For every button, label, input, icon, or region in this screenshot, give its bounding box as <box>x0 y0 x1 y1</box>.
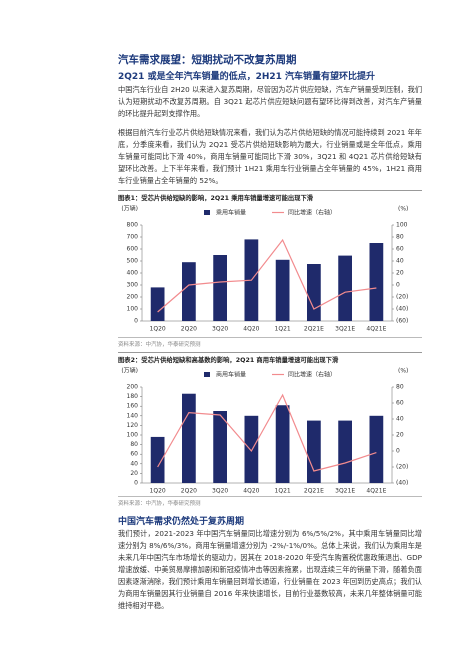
y2-axis-unit: (%) <box>398 206 408 213</box>
x-tick-label: 3Q21E <box>335 488 355 495</box>
x-tick-label: 1Q21 <box>275 326 291 333</box>
bar <box>307 420 321 483</box>
y-tick-label: 160 <box>127 403 139 410</box>
y-tick-label: 100 <box>127 432 139 439</box>
y-tick-label: 700 <box>127 234 139 241</box>
y-tick-label: 120 <box>127 422 139 429</box>
section-subtitle: 2Q21 或是全年汽车销量的低点，2H21 汽车销量有望环比提升 <box>118 72 376 82</box>
y-tick-label: 400 <box>127 270 139 277</box>
x-tick-label: 4Q21E <box>366 488 386 495</box>
bar <box>213 255 227 321</box>
figure-caption: 图表2：受芯片供给短缺和高基数的影响，2Q21 商用车销量增速可能出现下滑 <box>118 352 422 364</box>
y2-tick-label: 100 <box>396 222 408 229</box>
paragraph: 中国汽车行业自 2H20 以来进入复苏周期，尽管因为芯片供应短缺，汽车产销量受到… <box>118 85 423 118</box>
legend-swatch <box>204 372 210 377</box>
page-title: 汽车需求展望：短期扰动不改复苏周期 <box>118 54 297 66</box>
bar <box>150 287 165 321</box>
figure-caption: 图表1：受芯片供给短缺的影响，2Q21 乘用车销量增速可能出现下滑 <box>118 190 422 202</box>
bar <box>275 405 290 483</box>
y-tick-label: 80 <box>130 441 138 448</box>
figure-source: 资料来源：中汽协，华泰研究预测 <box>118 337 422 348</box>
bar <box>182 393 196 483</box>
bar <box>275 259 290 321</box>
x-tick-label: 2Q21E <box>304 488 324 495</box>
y2-tick-label: (20) <box>396 294 408 301</box>
bar <box>338 255 352 321</box>
y-tick-label: 60 <box>130 451 138 458</box>
y-tick-label: 500 <box>127 258 139 265</box>
x-tick-label: 1Q20 <box>150 326 166 333</box>
y-tick-label: 140 <box>127 412 139 419</box>
x-tick-label: 2Q20 <box>181 326 197 333</box>
bar <box>338 420 352 483</box>
y2-tick-label: (40) <box>396 480 408 487</box>
chart: (万辆) (%)0100200300400500600700800(60)(40)… <box>121 205 408 333</box>
y2-tick-label: 40 <box>396 416 404 423</box>
y2-tick-label: 80 <box>396 384 404 391</box>
y-tick-label: 200 <box>127 294 139 301</box>
y-tick-label: 100 <box>127 306 139 313</box>
x-tick-label: 4Q20 <box>243 488 259 495</box>
bar <box>369 243 384 321</box>
y2-tick-label: 60 <box>396 246 404 253</box>
paragraph: 我们预计，2021-2023 年中国汽车销量同比增速分别为 6%/5%/2%，其… <box>118 529 422 610</box>
line-series <box>157 393 377 472</box>
y-tick-label: 800 <box>127 222 139 229</box>
y2-tick-label: 40 <box>396 258 404 265</box>
y2-axis-unit: (%) <box>398 368 408 375</box>
y-tick-label: 20 <box>130 470 138 477</box>
figure-source: 资料来源：中汽协，华泰研究预测 <box>118 496 422 507</box>
legend-label: 同比增速（右轴） <box>288 209 336 217</box>
y2-tick-label: (60) <box>396 318 408 325</box>
paragraph: 根据目前汽车行业芯片供给短缺情况来看，我们认为芯片供给短缺的情况可能持续到 20… <box>118 128 422 185</box>
y2-tick-label: 80 <box>396 234 404 241</box>
y-axis-unit: (万辆) <box>121 367 138 375</box>
y-tick-label: 600 <box>127 246 139 253</box>
legend-label: 商用车销量 <box>216 371 246 379</box>
x-tick-label: 3Q20 <box>212 326 228 333</box>
y-tick-label: 40 <box>130 460 138 467</box>
bar <box>150 436 165 483</box>
y-axis-unit: (万辆) <box>121 205 138 213</box>
y2-tick-label: 20 <box>396 432 404 439</box>
y-tick-label: 200 <box>127 384 139 391</box>
y-tick-label: 180 <box>127 393 139 400</box>
bar <box>182 262 196 321</box>
y2-tick-label: (40) <box>396 306 408 313</box>
y2-tick-label: 0 <box>396 448 400 455</box>
y2-tick-label: 60 <box>396 400 404 407</box>
x-tick-label: 3Q21E <box>335 326 355 333</box>
y-tick-label: 0 <box>134 480 138 487</box>
bar <box>369 415 384 483</box>
y2-tick-label: 0 <box>396 282 400 289</box>
legend-label: 同比增速（右轴） <box>288 371 336 379</box>
bar <box>213 411 227 483</box>
x-tick-label: 3Q20 <box>212 488 228 495</box>
x-tick-label: 4Q20 <box>243 326 259 333</box>
x-tick-label: 2Q20 <box>181 488 197 495</box>
chart: (万辆) (%)020406080100120140160180200(40)(2… <box>121 367 408 495</box>
bar <box>307 264 321 321</box>
legend-label: 乘用车销量 <box>216 209 246 217</box>
x-tick-label: 2Q21E <box>304 326 324 333</box>
x-tick-label: 4Q21E <box>366 326 386 333</box>
y-tick-label: 0 <box>134 318 138 325</box>
x-tick-label: 1Q21 <box>275 488 291 495</box>
x-tick-label: 1Q20 <box>150 488 166 495</box>
section-title: 中国汽车需求仍然处于复苏周期 <box>118 517 245 527</box>
y2-tick-label: (20) <box>396 464 408 471</box>
y2-tick-label: 20 <box>396 270 404 277</box>
y-tick-label: 300 <box>127 282 139 289</box>
legend-swatch <box>204 210 210 215</box>
line-series <box>157 238 377 313</box>
bar <box>244 415 259 483</box>
